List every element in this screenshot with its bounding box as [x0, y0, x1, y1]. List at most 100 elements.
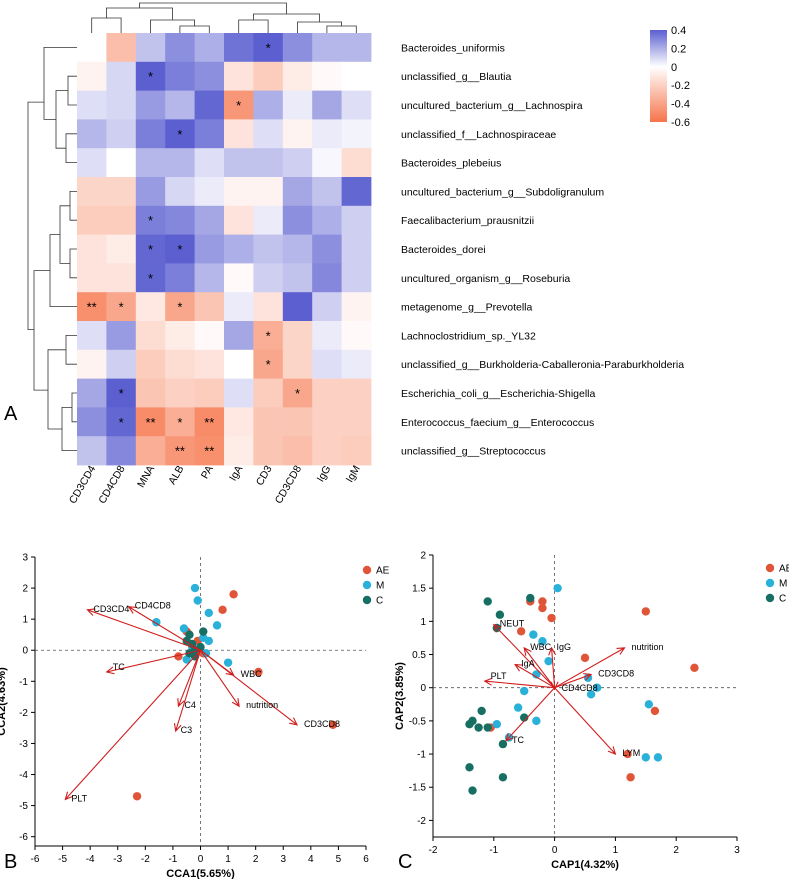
data-point-c: [477, 706, 486, 716]
data-point-ae: [516, 627, 526, 636]
y-tick-label: 2: [420, 551, 426, 562]
x-tick-label: -5: [58, 854, 67, 865]
data-point-ae: [328, 720, 338, 730]
vector-label: CD3CD8: [304, 719, 340, 729]
vector-label: WBC: [530, 642, 551, 652]
heatmap-cell: [106, 119, 137, 149]
heatmap-cell: [253, 90, 284, 120]
row-label: Escherichia_coli_g__Escherichia-Shigella: [401, 388, 596, 400]
heatmap-cell: [224, 263, 254, 293]
significance-mark: **: [204, 415, 214, 430]
data-point-c: [468, 786, 477, 795]
heatmap-cell: [282, 407, 313, 437]
heatmap-cell: [253, 321, 284, 351]
data-point-c: [520, 713, 529, 722]
heatmap-cell: [135, 148, 166, 178]
vector-label: IgA: [521, 658, 535, 668]
heatmap-cell: [341, 407, 372, 437]
vector-label: CD3CD8: [598, 668, 634, 678]
data-point-m: [223, 658, 233, 667]
heatmap-cell: [341, 349, 372, 379]
significance-mark: **: [175, 444, 185, 459]
vector-arrow: [86, 608, 201, 651]
heatmap-cell: [312, 234, 342, 264]
heatmap-cell: [341, 263, 372, 293]
row-label: Faecalibacterium_prausnitzii: [401, 215, 534, 227]
x-tick-label: 2: [673, 845, 679, 856]
x-tick-label: -1: [168, 854, 177, 865]
dendrogram-branch: [69, 248, 77, 279]
heatmap-cell: [165, 119, 195, 149]
heatmap-cell: [282, 378, 313, 408]
x-tick-label: -3: [113, 854, 122, 865]
dendrogram-branch: [65, 335, 77, 365]
heatmap-cell: [165, 234, 195, 264]
heatmap-cell: [312, 90, 342, 120]
heatmap-cell: [194, 378, 225, 408]
heatmap-cell: [282, 90, 313, 120]
significance-mark: *: [148, 271, 153, 286]
heatmap-cell: [77, 33, 107, 63]
dendrogram-branch: [150, 19, 195, 33]
heatmap-cell: [341, 321, 372, 351]
heatmap-cell: [77, 90, 107, 120]
colorbar-tick-label: 0: [671, 62, 677, 74]
significance-mark: *: [148, 213, 153, 228]
significance-mark: *: [236, 98, 241, 113]
heatmap-cell: [282, 349, 313, 379]
heatmap-cell: [106, 33, 137, 63]
vector-arrow: [554, 647, 626, 689]
data-point-m: [492, 720, 502, 729]
heatmap-cell: [165, 407, 195, 437]
heatmap-cell: [312, 292, 342, 322]
vector-arrow: [200, 649, 240, 708]
heatmap-cell: [77, 378, 107, 408]
y-tick-label: 0: [420, 683, 426, 694]
heatmap-cell: [77, 349, 107, 379]
heatmap-cell: [341, 119, 372, 149]
data-point-m: [520, 686, 529, 696]
heatmap-cell: [165, 263, 195, 293]
dendrogram-branch: [43, 47, 77, 120]
heatmap-cell: [194, 292, 225, 322]
y-tick-label: 0: [22, 646, 28, 657]
heatmap-cell: [165, 90, 195, 120]
heatmap-cell: [135, 349, 166, 379]
column-label: IgG: [315, 464, 334, 485]
vector-arrow: [127, 606, 201, 651]
data-point-c: [483, 723, 492, 732]
dendrogram-branch: [91, 17, 122, 33]
significance-mark: *: [177, 415, 182, 430]
legend-label: AE: [376, 566, 390, 577]
vector-label: PLT: [491, 671, 507, 681]
panel-label-a: A: [4, 403, 18, 425]
legend-label: M: [376, 581, 384, 592]
heatmap-cell: [253, 349, 284, 379]
heatmap-cell: [194, 177, 225, 207]
significance-mark: **: [204, 444, 214, 459]
data-point-c: [495, 610, 505, 619]
heatmap-cell: [194, 119, 225, 149]
row-label: Bacteroides_dorei: [401, 244, 486, 256]
cca-biplot-panel: -6 -5 -4 -3 -2 -1 0 1 2 3 4 5 6 3 2 1 0 -1 -2 -3 -4 -5 -6 CCA1(…: [0, 553, 390, 879]
x-tick-label: 0: [552, 845, 558, 856]
heatmap-cell: [135, 33, 166, 63]
vector-arrow: [554, 687, 617, 755]
dendrogram-branch: [179, 25, 210, 33]
vector-arrow: [177, 650, 202, 708]
heatmap-cell: [312, 436, 342, 466]
legend-marker: [765, 578, 775, 588]
data-point-ae: [623, 749, 632, 759]
data-point-m: [553, 583, 562, 593]
dendrogram-branch: [253, 13, 320, 22]
heatmap-cell: [341, 33, 372, 63]
column-label: IgM: [344, 464, 363, 485]
row-label: Bacteroides_uniformis: [401, 42, 505, 54]
data-point-ae: [690, 663, 699, 672]
data-point-c: [474, 723, 483, 732]
heatmap-cell: [253, 436, 284, 466]
heatmap-cell: [282, 177, 313, 207]
data-point-m: [190, 583, 200, 593]
significance-mark: *: [119, 415, 124, 430]
vector-arrow: [505, 687, 556, 742]
